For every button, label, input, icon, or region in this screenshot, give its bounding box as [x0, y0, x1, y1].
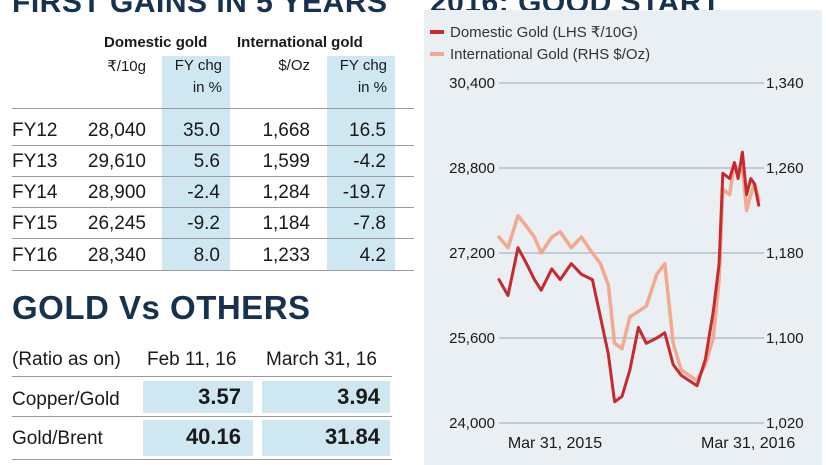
int-chg-shade	[327, 56, 395, 270]
series-line-international	[497, 160, 761, 383]
ratio-rule	[12, 459, 392, 460]
ratio-feb-value: 3.57	[198, 384, 241, 409]
fy-table-rule	[12, 176, 414, 177]
int-price-cell: 1,184	[262, 213, 310, 234]
ratio-rule	[12, 376, 392, 377]
dom-price-header: ₹/10g	[107, 58, 146, 75]
fy-label: FY16	[12, 245, 58, 266]
ratio-table-title: GOLD Vs OTHERS	[12, 289, 311, 326]
fy-table-rule	[12, 207, 414, 208]
int-chg-cell: -19.7	[342, 182, 386, 203]
dom-price-cell: 26,245	[87, 213, 146, 234]
y-right-tick-label: 1,340	[766, 75, 804, 92]
fy-table-rule	[12, 108, 414, 109]
int-group-header: International gold	[237, 34, 363, 51]
dom-chg-unit: in %	[192, 79, 222, 96]
gold-price-chart: 30,400 1,340 28,800 1,260 27,200 1,180 25,600 1…	[430, 24, 804, 452]
y-left-tick-label: 24,000	[449, 415, 495, 432]
fy-table-title: FIRST GAINS IN 5 YEARS	[12, 0, 388, 19]
fy-label: FY14	[12, 182, 58, 203]
fy-label: FY13	[12, 151, 58, 172]
dom-chg-cell: 5.6	[193, 151, 220, 172]
int-chg-cell: 16.5	[349, 120, 386, 141]
brent-mar-box	[262, 420, 390, 456]
dom-price-cell: 28,340	[87, 245, 146, 266]
int-price-cell: 1,284	[262, 182, 310, 203]
fy-label: FY12	[12, 120, 58, 141]
ratio-feb-value: 40.16	[185, 424, 241, 449]
ratio-label: Copper/Gold	[12, 389, 120, 410]
dom-price-cell: 29,610	[87, 151, 146, 172]
dom-chg-cell: -2.4	[187, 182, 220, 203]
ratio-mar-value: 31.84	[324, 424, 380, 449]
ratio-header-mar: March 31, 16	[266, 349, 377, 370]
series-line-domestic	[497, 150, 761, 404]
y-right-tick-label: 1,260	[766, 160, 804, 177]
int-price-header: $/Oz	[278, 57, 310, 74]
int-price-cell: 1,233	[262, 245, 310, 266]
y-right-tick-label: 1,100	[766, 330, 804, 347]
int-chg-cell: -4.2	[353, 151, 386, 172]
int-price-cell: 1,599	[262, 151, 310, 172]
dom-chg-cell: 8.0	[193, 245, 220, 266]
dom-chg-cell: 35.0	[183, 120, 220, 141]
y-left-tick-label: 30,400	[449, 75, 495, 92]
int-price-cell: 1,668	[262, 120, 310, 141]
ratio-mar-value: 3.94	[337, 384, 380, 409]
ratio-header-feb: Feb 11, 16	[147, 349, 237, 370]
int-chg-header: FY chg	[339, 57, 387, 74]
fy-table-rule	[12, 145, 414, 146]
legend-entry: Domestic Gold (LHS ₹/10G)	[450, 24, 638, 41]
y-right-tick-label: 1,180	[766, 245, 804, 262]
fy-table-rule	[12, 238, 414, 239]
ratio-rule	[12, 416, 392, 417]
dom-price-cell: 28,900	[87, 182, 146, 203]
ratio-label: Gold/Brent	[12, 428, 103, 449]
brent-feb-box	[143, 420, 253, 456]
int-chg-cell: -7.8	[353, 213, 386, 234]
dom-chg-shade	[162, 56, 230, 270]
x-tick-label: Mar 31, 2016	[701, 435, 795, 452]
y-left-tick-label: 25,600	[449, 330, 495, 347]
fy-label: FY15	[12, 213, 58, 234]
y-left-tick-label: 28,800	[449, 160, 495, 177]
fy-table-rule	[12, 270, 414, 271]
dom-price-cell: 28,040	[87, 120, 146, 141]
int-chg-unit: in %	[357, 79, 387, 96]
copper-feb-box	[143, 381, 253, 413]
dom-chg-cell: -9.2	[187, 213, 220, 234]
dom-group-header: Domestic gold	[104, 34, 208, 51]
int-chg-cell: 4.2	[359, 245, 386, 266]
y-right-tick-label: 1,020	[766, 415, 804, 432]
y-left-tick-label: 27,200	[449, 245, 495, 262]
dom-chg-header: FY chg	[174, 57, 222, 74]
x-tick-label: Mar 31, 2015	[508, 435, 602, 452]
legend-entry: International Gold (RHS $/Oz)	[450, 46, 650, 63]
copper-mar-box	[262, 381, 390, 413]
ratio-header-label: (Ratio as on)	[12, 349, 121, 370]
